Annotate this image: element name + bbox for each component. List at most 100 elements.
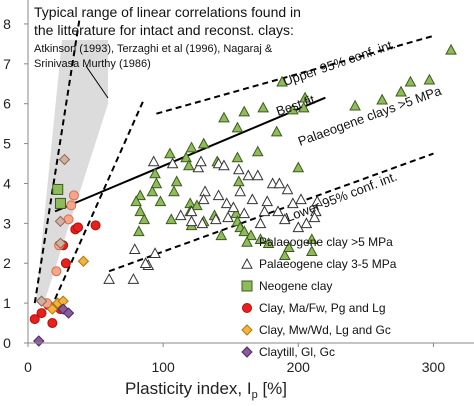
- x-tick-label: 200: [287, 359, 311, 375]
- data-point-series-6: [51, 266, 62, 277]
- annotation-refs-line-1: Atkinson (1993), Terzaghi et al (1996), …: [34, 43, 273, 55]
- legend-label: Palaeogene clay 3-5 MPa: [259, 257, 397, 271]
- data-point-series-1: [227, 201, 240, 213]
- data-point-series-3: [60, 258, 71, 269]
- data-point-series-1: [212, 189, 225, 201]
- legend-label: Neogene clay: [259, 279, 332, 293]
- data-point-series-1: [220, 197, 233, 209]
- data-point-series-0: [292, 161, 305, 173]
- data-point-series-0: [164, 147, 176, 159]
- data-point-series-1: [174, 209, 187, 221]
- data-point-series-1: [246, 193, 259, 205]
- data-point-series-0: [238, 105, 251, 117]
- data-point-series-0: [154, 195, 167, 207]
- data-point-series-0: [251, 145, 264, 157]
- data-point-series-0: [262, 237, 275, 249]
- best-fit-label: Best fit: [274, 92, 317, 119]
- data-point-series-0: [423, 73, 436, 85]
- data-point-series-0: [395, 85, 407, 97]
- legend-label: Clay, Ma/Fw, Pg and Lg: [259, 301, 386, 315]
- data-point-series-0: [254, 233, 267, 245]
- data-point-series-1: [127, 273, 140, 284]
- data-point-series-1: [197, 193, 210, 205]
- data-point-series-4: [77, 255, 90, 267]
- data-point-series-0: [134, 189, 147, 201]
- data-point-series-0: [185, 141, 198, 153]
- data-point-series-1: [278, 213, 291, 225]
- data-point-series-1: [261, 195, 274, 207]
- data-point-series-1: [222, 211, 234, 223]
- data-point-series-1: [185, 205, 198, 217]
- data-point-series-0: [305, 233, 318, 245]
- data-point-series-0: [231, 151, 244, 163]
- legend-label: Palaeogene clay >5 MPa: [259, 235, 393, 249]
- data-point-series-2: [54, 197, 66, 209]
- data-point-series-3: [36, 308, 47, 319]
- data-point-series-5: [57, 303, 69, 315]
- data-point-series-0: [232, 175, 245, 187]
- data-point-series-1: [234, 185, 247, 197]
- data-point-series-1: [308, 211, 321, 223]
- data-point-series-0: [245, 229, 257, 241]
- y-tick-label: 4: [3, 175, 11, 191]
- data-point-series-0: [349, 99, 361, 111]
- data-point-series-0: [299, 91, 311, 103]
- data-point-series-2: [52, 183, 64, 195]
- x-tick-label: 300: [422, 359, 446, 375]
- y-tick-label: 0: [3, 335, 11, 351]
- upper-ci-line: [156, 34, 434, 115]
- data-point-series-1: [311, 195, 324, 207]
- data-point-series-0: [180, 151, 192, 163]
- data-point-series-1: [287, 197, 299, 209]
- data-point-series-0: [150, 177, 163, 189]
- palaeogene-fit-label: Palaeogene clays >5 MPa: [296, 83, 444, 149]
- y-tick-label: 3: [3, 215, 11, 231]
- data-point-series-0: [230, 207, 242, 219]
- data-point-series-1: [185, 215, 198, 227]
- data-point-series-6: [63, 214, 74, 225]
- data-point-series-1: [258, 205, 271, 217]
- legend-label: Clay, Mw/Wd, Lg and Gc: [259, 323, 391, 337]
- data-point-series-0: [165, 213, 178, 225]
- range-left-line: [33, 19, 81, 304]
- data-point-series-1: [166, 157, 179, 169]
- data-point-series-1: [210, 213, 222, 225]
- data-point-series-7: [54, 215, 67, 228]
- legend-marker: [241, 346, 253, 358]
- y-tick-label: 8: [3, 16, 11, 32]
- data-point-series-1: [199, 185, 211, 197]
- best-fit-line: [54, 96, 326, 213]
- data-point-series-7: [54, 237, 67, 249]
- data-point-series-1: [192, 161, 205, 173]
- annotation-title-line-2: the litterature for intact and reconst. …: [34, 22, 294, 38]
- data-point-series-1: [149, 247, 161, 259]
- data-point-series-0: [445, 43, 457, 55]
- literature-range-band: [36, 40, 108, 300]
- data-point-series-1: [232, 163, 245, 175]
- legend-label: Claytill, Gl, Gc: [259, 345, 335, 359]
- data-point-series-0: [276, 75, 288, 87]
- data-point-series-7: [35, 295, 48, 307]
- annotation-refs-line-2: Srinivasa Murthy (1986): [34, 58, 151, 70]
- x-tick-label: 100: [151, 359, 175, 375]
- data-point-series-0: [134, 205, 147, 217]
- data-point-series-1: [281, 183, 294, 195]
- data-point-series-0: [168, 185, 180, 197]
- legend: Palaeogene clay >5 MPa Palaeogene clay 3-…: [241, 235, 397, 359]
- data-point-series-1: [238, 207, 251, 219]
- y-tick-label: 1: [3, 295, 11, 311]
- data-point-series-1: [273, 177, 286, 189]
- data-point-series-6: [66, 200, 77, 211]
- data-point-series-1: [196, 217, 209, 229]
- x-axis-label: Plasticity index, Ip [%]: [125, 379, 287, 401]
- data-point-series-3: [29, 314, 40, 325]
- data-point-series-3: [73, 222, 84, 233]
- legend-marker: [241, 324, 253, 336]
- data-point-series-1: [242, 169, 255, 181]
- data-point-series-1: [139, 257, 152, 268]
- data-point-series-0: [191, 199, 203, 211]
- legend-marker: [241, 280, 253, 292]
- data-point-series-5: [62, 307, 75, 319]
- y-tick-label: 5: [3, 136, 11, 152]
